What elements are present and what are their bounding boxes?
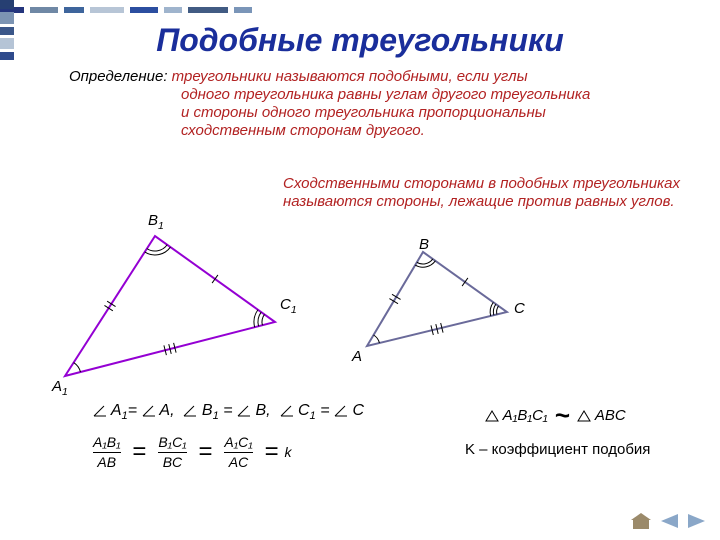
vertex-c1-label: C1 [280, 296, 297, 316]
fraction-1: A₁B₁AB [93, 434, 121, 470]
angle-equalities: A1= A, B1 = B, C1 = C [93, 402, 364, 422]
note-block: Сходственными сторонами в подобных треуг… [283, 175, 680, 211]
vertex-c-label: C [514, 300, 525, 317]
definition-line2: одного треугольника равны углам другого … [181, 86, 590, 104]
definition-block: Определение: треугольники называются под… [69, 68, 590, 140]
k-symbol: k [284, 444, 291, 460]
note-line2: называются стороны, лежащие против равны… [283, 193, 675, 210]
note-line1: Сходственными сторонами в подобных треуг… [283, 175, 680, 192]
fraction-2: B₁C₁BC [158, 434, 186, 470]
home-button[interactable] [630, 512, 652, 530]
side-ratios: A₁B₁AB = B₁C₁BC = A₁C₁AC = k [87, 434, 291, 470]
small-triangle [357, 242, 527, 360]
vertex-a-label: A [352, 348, 362, 365]
definition-label: Определение: [69, 68, 167, 85]
k-definition: K – коэффициент подобия [465, 441, 650, 458]
vertex-b-label: B [419, 236, 429, 253]
big-triangle [55, 226, 293, 394]
next-button[interactable] [686, 512, 708, 530]
prev-button[interactable] [658, 512, 680, 530]
page-title: Подобные треугольники [0, 22, 720, 59]
fraction-3: A₁C₁AC [224, 434, 252, 470]
vertex-a1-label: A1 [52, 378, 68, 398]
vertex-b1-label: B1 [148, 212, 164, 232]
similarity-statement: A₁B₁C₁ ~ ABC [485, 400, 626, 431]
definition-line3: и стороны одного треугольника пропорцион… [181, 104, 546, 122]
definition-line4: сходственным сторонам другого. [181, 122, 425, 140]
top-decor-strip [0, 0, 720, 6]
definition-line1: треугольники называются подобными, если … [172, 68, 528, 85]
